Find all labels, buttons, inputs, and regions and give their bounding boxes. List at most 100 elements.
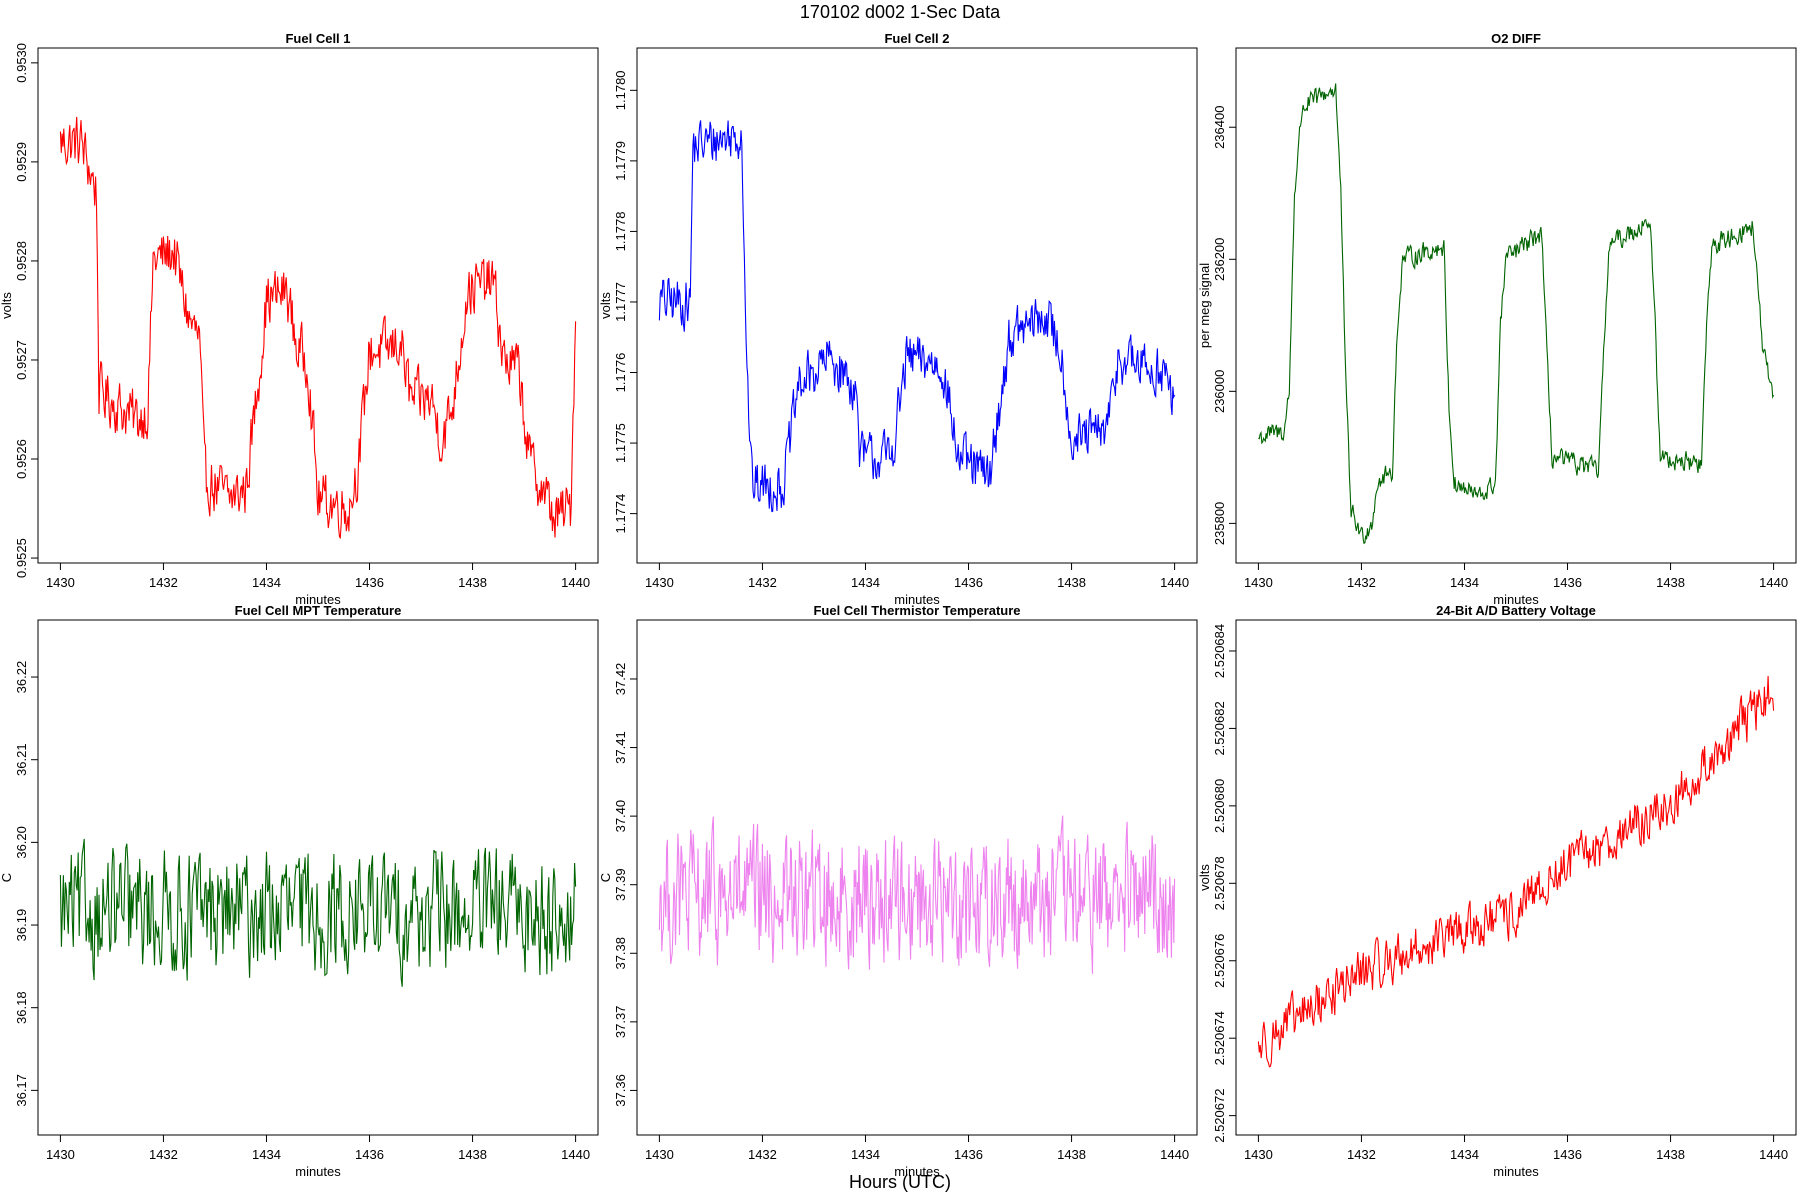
x-tick-label: 1438 <box>1057 575 1086 590</box>
x-tick-label: 1434 <box>252 575 281 590</box>
y-tick-label: 0.9525 <box>14 538 29 578</box>
y-axis-label: C <box>0 873 14 882</box>
x-tick-label: 1430 <box>46 575 75 590</box>
y-tick-label: 37.37 <box>613 1006 628 1039</box>
x-tick-label: 1440 <box>561 1147 590 1162</box>
y-tick-label: 36.22 <box>14 661 29 694</box>
series-line <box>658 120 1176 513</box>
y-tick-label: 2.520684 <box>1212 624 1227 678</box>
x-tick-label: 1434 <box>851 1147 880 1162</box>
y-tick-label: 235800 <box>1212 502 1227 545</box>
y-tick-label: 1.1780 <box>613 70 628 110</box>
x-tick-label: 1432 <box>748 575 777 590</box>
y-tick-label: 1.1774 <box>613 494 628 534</box>
plot-frame <box>1235 619 1797 1136</box>
y-tick-label: 236200 <box>1212 238 1227 281</box>
x-tick-label: 1438 <box>458 575 487 590</box>
x-tick-label: 1432 <box>1347 575 1376 590</box>
y-axis-label: volts <box>598 292 613 319</box>
plot-frame <box>636 47 1198 564</box>
y-tick-label: 37.38 <box>613 937 628 970</box>
x-tick-label: 1436 <box>954 575 983 590</box>
y-axis-label: volts <box>0 292 14 319</box>
y-tick-label: 36.17 <box>14 1074 29 1107</box>
x-tick-label: 1430 <box>1244 575 1273 590</box>
x-tick-label: 1436 <box>1553 1147 1582 1162</box>
x-tick-label: 1432 <box>748 1147 777 1162</box>
figure-title: 170102 d002 1-Sec Data <box>799 2 1001 22</box>
x-axis-label: minutes <box>1493 1164 1539 1179</box>
y-tick-label: 0.9527 <box>14 340 29 380</box>
chart-panel-5: Fuel Cell Thermistor Temperature 1430 1432… <box>598 603 1198 1179</box>
y-axis-label: C <box>598 873 613 882</box>
y-tick-label: 36.19 <box>14 909 29 942</box>
y-tick-label: 2.520680 <box>1212 779 1227 833</box>
y-tick-label: 1.1775 <box>613 423 628 463</box>
x-tick-label: 1434 <box>1450 1147 1479 1162</box>
plot-frame <box>37 619 599 1136</box>
y-tick-label: 0.9529 <box>14 142 29 182</box>
x-tick-label: 1432 <box>149 575 178 590</box>
y-tick-label: 2.520676 <box>1212 934 1227 988</box>
y-tick-label: 37.39 <box>613 868 628 901</box>
x-tick-label: 1440 <box>1759 575 1788 590</box>
y-tick-label: 2.520672 <box>1212 1089 1227 1143</box>
x-tick-label: 1440 <box>1160 1147 1189 1162</box>
series-line <box>59 116 577 539</box>
x-tick-label: 1432 <box>1347 1147 1376 1162</box>
y-tick-label: 0.9528 <box>14 241 29 281</box>
x-tick-label: 1438 <box>458 1147 487 1162</box>
y-tick-label: 1.1778 <box>613 212 628 252</box>
x-tick-label: 1434 <box>851 575 880 590</box>
x-tick-label: 1430 <box>1244 1147 1273 1162</box>
y-tick-label: 236400 <box>1212 106 1227 149</box>
chart-panel-2: Fuel Cell 2 1430 1432 1434 1436 1438 1440 minut… <box>598 31 1198 607</box>
x-tick-label: 1436 <box>1553 575 1582 590</box>
chart-title: Fuel Cell 2 <box>884 31 949 46</box>
series-line <box>1258 83 1775 545</box>
x-axis-label: minutes <box>295 592 341 607</box>
x-tick-label: 1430 <box>645 1147 674 1162</box>
y-axis-label: volts <box>1197 864 1212 891</box>
chart-title: Fuel Cell MPT Temperature <box>235 603 402 618</box>
x-tick-label: 1434 <box>252 1147 281 1162</box>
chart-panel-3: O2 DIFF 1430 1432 1434 1436 1438 1440 minutes 23… <box>1197 31 1797 607</box>
x-axis-label: minutes <box>894 592 940 607</box>
y-tick-label: 236000 <box>1212 370 1227 413</box>
y-axis-label: per meg signal <box>1197 263 1212 348</box>
plot-frame <box>1235 47 1797 564</box>
y-tick-label: 2.520682 <box>1212 701 1227 755</box>
figure-xlabel: Hours (UTC) <box>849 1172 951 1192</box>
y-tick-label: 0.9530 <box>14 43 29 83</box>
y-tick-label: 1.1776 <box>613 353 628 393</box>
x-tick-label: 1436 <box>954 1147 983 1162</box>
chart-panel-1: Fuel Cell 1 1430 1432 1434 1436 1438 1440 minut… <box>0 31 599 607</box>
y-tick-label: 37.36 <box>613 1074 628 1107</box>
x-tick-label: 1438 <box>1057 1147 1086 1162</box>
chart-title: O2 DIFF <box>1491 31 1541 46</box>
y-tick-label: 36.20 <box>14 826 29 859</box>
y-tick-label: 36.18 <box>14 991 29 1024</box>
y-tick-label: 37.42 <box>613 663 628 696</box>
series-line <box>1257 675 1775 1068</box>
chart-title: Fuel Cell Thermistor Temperature <box>813 603 1020 618</box>
series-line <box>658 815 1176 974</box>
y-tick-label: 37.41 <box>613 731 628 764</box>
y-tick-label: 1.1777 <box>613 282 628 322</box>
x-tick-label: 1440 <box>561 575 590 590</box>
x-axis-label: minutes <box>894 1164 940 1179</box>
x-tick-label: 1440 <box>1759 1147 1788 1162</box>
y-tick-label: 36.21 <box>14 743 29 776</box>
x-axis-label: minutes <box>295 1164 341 1179</box>
y-tick-label: 37.40 <box>613 800 628 833</box>
chart-panel-6: 24-Bit A/D Battery Voltage 1430 1432 1434 14… <box>1197 603 1797 1179</box>
x-tick-label: 1434 <box>1450 575 1479 590</box>
x-tick-label: 1440 <box>1160 575 1189 590</box>
y-tick-label: 1.1779 <box>613 141 628 181</box>
x-tick-label: 1432 <box>149 1147 178 1162</box>
x-axis-label: minutes <box>1493 592 1539 607</box>
y-tick-label: 2.520678 <box>1212 856 1227 910</box>
x-tick-label: 1430 <box>645 575 674 590</box>
x-tick-label: 1430 <box>46 1147 75 1162</box>
